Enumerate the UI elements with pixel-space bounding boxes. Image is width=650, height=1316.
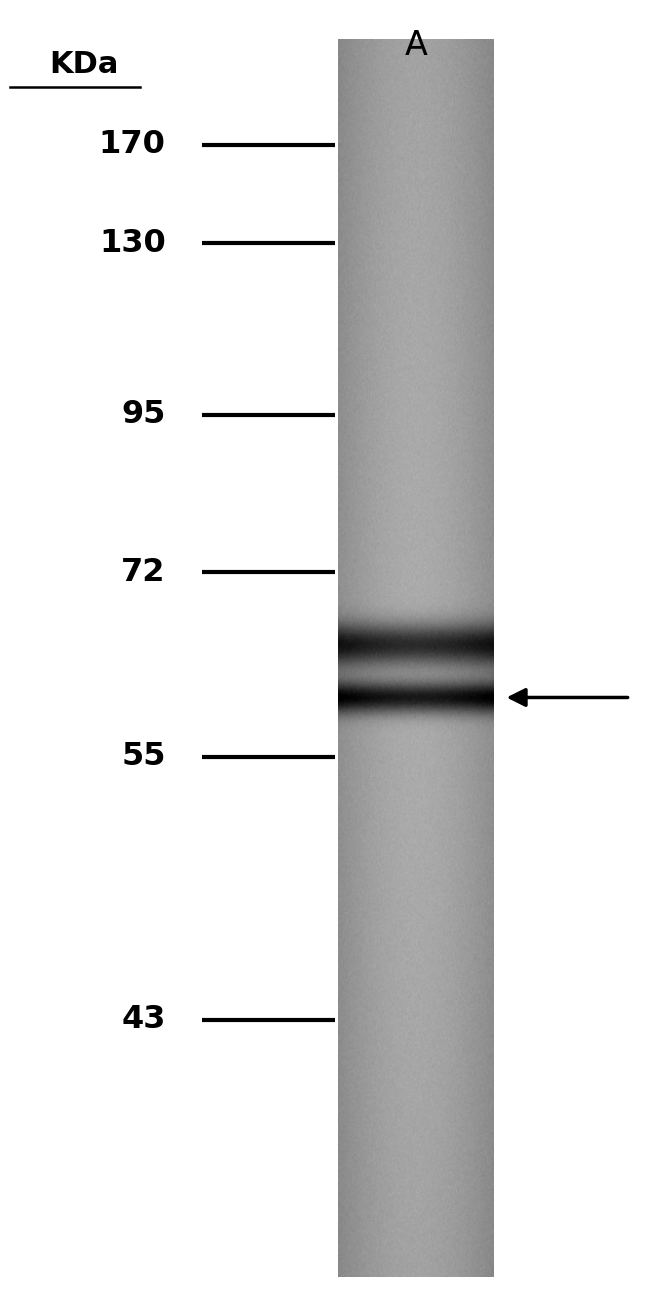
Text: A: A: [404, 29, 428, 62]
Text: 130: 130: [99, 228, 166, 259]
Text: 43: 43: [122, 1004, 166, 1036]
Text: 170: 170: [99, 129, 166, 161]
Text: 95: 95: [122, 399, 166, 430]
Text: 55: 55: [122, 741, 166, 772]
Text: 72: 72: [122, 557, 166, 588]
Text: KDa: KDa: [49, 50, 118, 79]
